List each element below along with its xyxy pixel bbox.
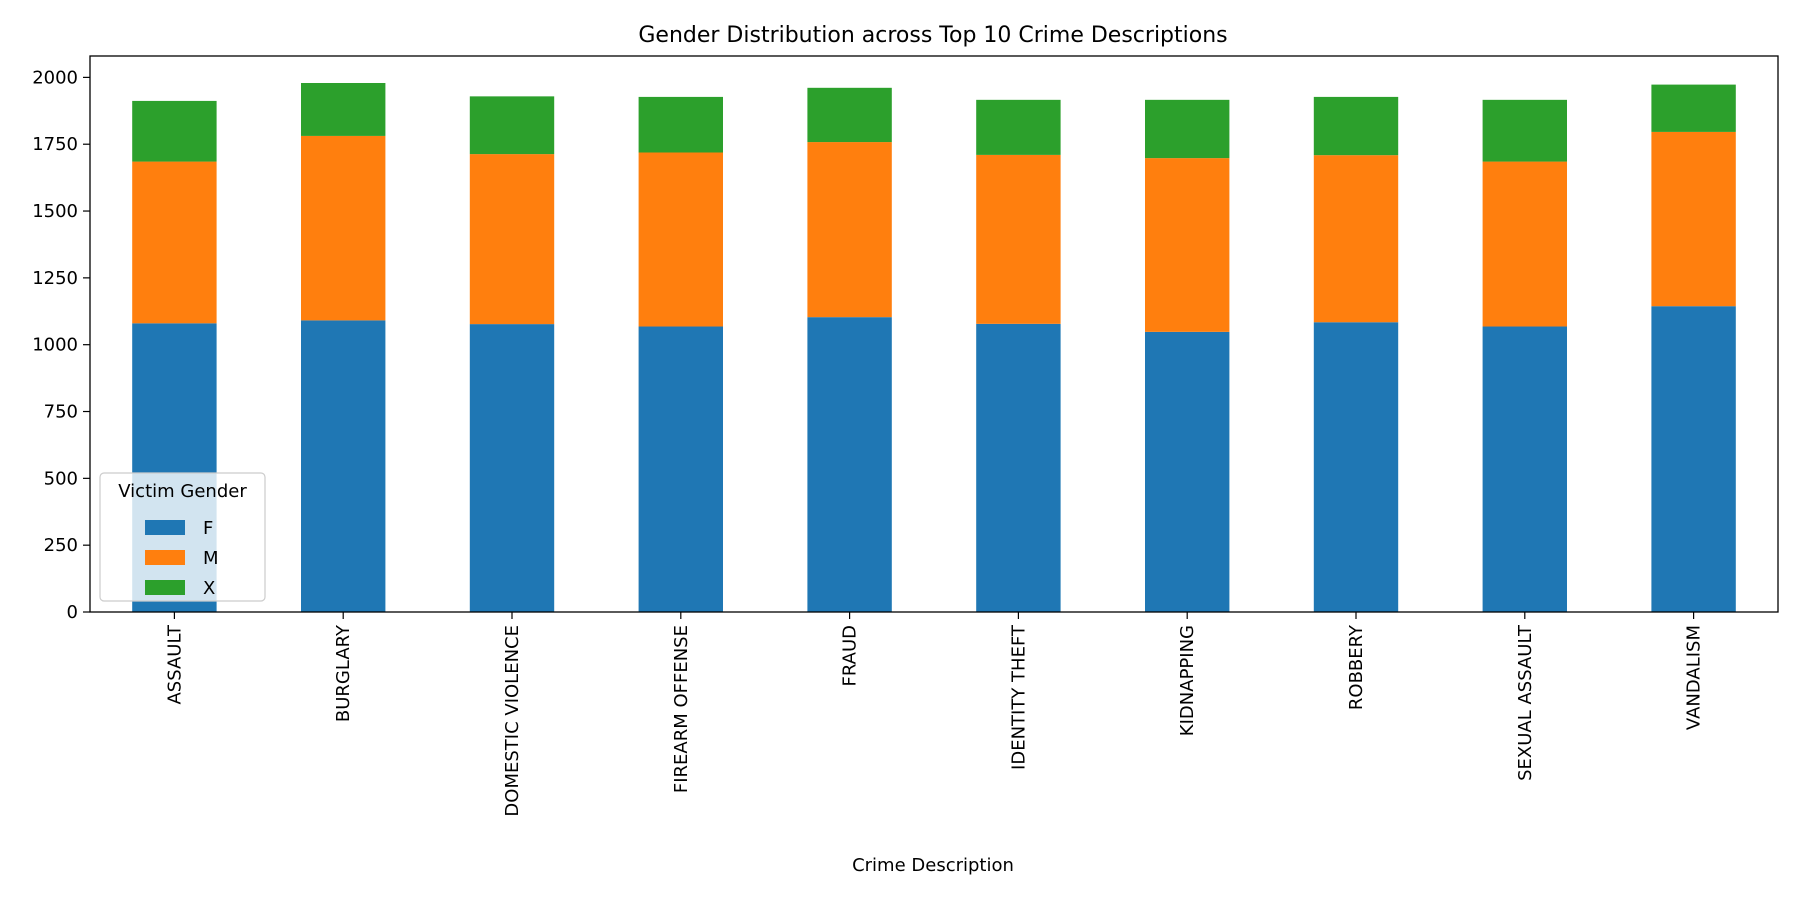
bar-x <box>1651 84 1736 132</box>
bar-x <box>469 96 555 155</box>
bar-x <box>132 100 217 162</box>
x-tick-label: FIREARM OFFENSE <box>671 625 692 793</box>
bar-m <box>1482 161 1567 327</box>
legend-label-m: M <box>203 548 219 569</box>
plot-frame <box>89 55 1779 613</box>
bar-m <box>301 135 386 321</box>
bar-x <box>301 82 386 136</box>
bar-m <box>1313 155 1399 323</box>
plot-area <box>89 55 1779 613</box>
bar-f <box>301 320 386 612</box>
x-tick-label: DOMESTIC VIOLENCE <box>502 625 523 817</box>
bar-x <box>1313 96 1399 156</box>
bar-m <box>1651 131 1736 307</box>
bar-f <box>469 324 555 612</box>
chart-title: Gender Distribution across Top 10 Crime … <box>638 23 1227 48</box>
legend-swatch-m <box>145 550 185 565</box>
legend-label-f: F <box>203 518 213 539</box>
bar-x <box>1482 99 1567 162</box>
legend-label-x: X <box>203 578 215 599</box>
y-axis: 0 250 500 750 1000 1250 1500 1750 2000 <box>32 67 90 623</box>
x-tick-label: BURGLARY <box>333 624 354 722</box>
y-tick-label: 250 <box>44 535 78 556</box>
x-tick-label: ROBBERY <box>1346 624 1367 710</box>
bar-m <box>807 142 892 318</box>
bar-f <box>1651 306 1736 612</box>
legend-title: Victim Gender <box>118 481 247 502</box>
bar-x <box>976 99 1061 155</box>
legend-swatch-f <box>145 520 185 535</box>
x-tick-label: VANDALISM <box>1684 625 1705 730</box>
y-tick-label: 1000 <box>32 335 78 356</box>
y-tick-label: 2000 <box>32 67 78 88</box>
y-tick-label: 1750 <box>32 134 78 155</box>
bar-m <box>1145 158 1230 332</box>
y-tick-label: 0 <box>67 602 78 623</box>
bar-x <box>638 96 723 153</box>
x-tick-label: SEXUAL ASSAULT <box>1515 624 1536 781</box>
y-tick-label: 1500 <box>32 201 78 222</box>
bar-f <box>807 317 892 612</box>
y-tick-label: 500 <box>44 468 78 489</box>
bar-x <box>1145 99 1230 159</box>
x-tick-label: IDENTITY THEFT <box>1008 624 1029 770</box>
bar-f <box>1482 326 1567 612</box>
y-tick-label: 750 <box>44 402 78 423</box>
x-tick-label: KIDNAPPING <box>1177 625 1198 736</box>
x-axis-label: Crime Description <box>852 855 1014 876</box>
bar-f <box>976 323 1061 612</box>
x-tick-label: FRAUD <box>840 625 861 686</box>
bar-f <box>1313 322 1399 612</box>
x-axis: ASSAULT BURGLARY DOMESTIC VIOLENCE FIREARM … <box>164 612 1705 817</box>
bar-m <box>976 154 1061 324</box>
x-tick-label: ASSAULT <box>164 624 185 705</box>
bar-m <box>638 152 723 327</box>
bar-x <box>807 87 892 143</box>
legend-swatch-x <box>145 580 185 595</box>
legend[interactable]: Victim Gender FMX <box>99 472 266 602</box>
bar-f <box>638 326 723 612</box>
y-tick-label: 1250 <box>32 268 78 289</box>
bar-f <box>1145 331 1230 612</box>
bar-m <box>132 161 217 324</box>
legend-box <box>99 472 266 602</box>
bar-m <box>469 154 555 325</box>
